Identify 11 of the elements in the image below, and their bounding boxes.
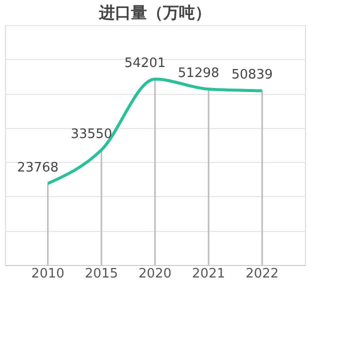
x-tick-label: 2020 — [138, 266, 172, 282]
chart-title: 进口量（万吨） — [98, 3, 211, 22]
data-label: 51298 — [178, 66, 220, 82]
x-tick-label: 2015 — [84, 266, 118, 282]
x-tick-label: 2010 — [31, 266, 64, 282]
data-label: 54201 — [124, 56, 166, 72]
data-label: 50839 — [231, 68, 273, 83]
x-tick-label: 2022 — [246, 266, 279, 282]
x-tick-label: 2021 — [192, 266, 226, 282]
data-label: 33550 — [70, 126, 112, 142]
data-label: 23768 — [17, 160, 59, 176]
